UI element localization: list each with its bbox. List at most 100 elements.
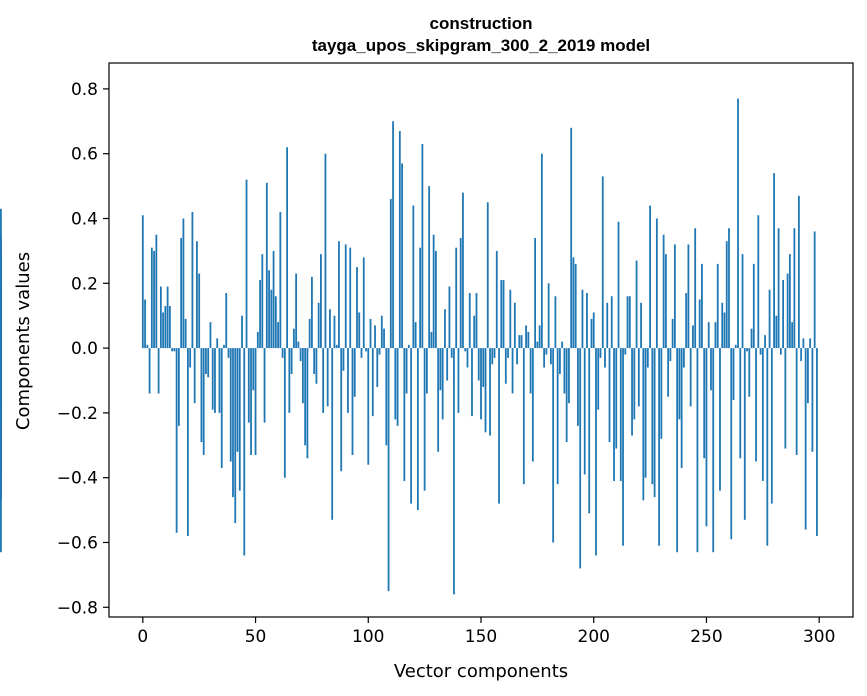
bar bbox=[270, 289, 273, 349]
bar bbox=[807, 348, 809, 404]
bar bbox=[263, 348, 266, 423]
bar bbox=[430, 331, 433, 349]
bar bbox=[214, 348, 216, 413]
bar bbox=[335, 344, 338, 349]
bar bbox=[495, 250, 498, 349]
bar bbox=[568, 348, 570, 404]
bar bbox=[710, 348, 712, 391]
bar bbox=[538, 325, 541, 349]
bar bbox=[707, 322, 710, 349]
bar bbox=[597, 348, 600, 410]
bar bbox=[631, 348, 633, 436]
y-tick-label: 0.8 bbox=[71, 80, 98, 100]
bar bbox=[716, 263, 719, 349]
bar bbox=[583, 348, 586, 475]
bar bbox=[272, 250, 275, 349]
bar bbox=[504, 348, 507, 384]
y-tick-label: 0.2 bbox=[71, 274, 98, 294]
bar bbox=[486, 202, 489, 349]
bar bbox=[775, 315, 778, 349]
bar bbox=[247, 348, 250, 423]
bar bbox=[295, 273, 298, 349]
bar bbox=[635, 260, 638, 349]
y-axis: 0.8 0.6 0.4 0.2 0.0 −0.2 −0.4 −0.6 −0.8 bbox=[57, 80, 109, 618]
bar bbox=[385, 348, 388, 446]
bar bbox=[685, 293, 688, 349]
bar bbox=[243, 348, 246, 556]
bar bbox=[493, 348, 496, 358]
bar bbox=[376, 348, 379, 387]
bar bbox=[150, 247, 153, 349]
bar bbox=[290, 348, 293, 375]
bar bbox=[673, 244, 676, 349]
bar bbox=[398, 131, 401, 349]
bar bbox=[281, 348, 284, 358]
bar bbox=[344, 244, 347, 349]
bar bbox=[734, 344, 737, 349]
bar bbox=[191, 212, 194, 349]
bar bbox=[297, 341, 300, 349]
bar bbox=[759, 348, 762, 355]
bar bbox=[714, 322, 717, 349]
bar bbox=[531, 348, 534, 462]
bar bbox=[676, 348, 679, 553]
bar bbox=[342, 348, 345, 371]
bar bbox=[811, 348, 814, 452]
bar bbox=[577, 348, 579, 426]
bar bbox=[432, 234, 435, 349]
bar bbox=[238, 348, 241, 491]
bar bbox=[694, 228, 697, 349]
bar bbox=[254, 348, 257, 456]
bar bbox=[746, 348, 748, 352]
bar bbox=[317, 302, 320, 349]
bar bbox=[520, 335, 523, 349]
x-tick-label: 0 bbox=[137, 627, 148, 647]
bar bbox=[797, 195, 800, 349]
bar bbox=[475, 293, 478, 349]
bar bbox=[331, 348, 334, 520]
bar bbox=[283, 348, 286, 478]
bar bbox=[795, 348, 798, 456]
bar bbox=[599, 348, 602, 358]
bar bbox=[153, 250, 155, 349]
bar bbox=[534, 237, 537, 349]
bar bbox=[349, 247, 352, 349]
bar bbox=[378, 348, 381, 355]
bar bbox=[198, 273, 201, 349]
bar bbox=[500, 280, 503, 349]
bar bbox=[545, 348, 548, 355]
bar bbox=[374, 325, 376, 349]
bar bbox=[516, 348, 518, 365]
bar bbox=[435, 250, 437, 349]
bar bbox=[473, 315, 476, 349]
bar bbox=[784, 348, 787, 449]
bar bbox=[245, 179, 248, 349]
bar bbox=[268, 270, 270, 349]
bar bbox=[662, 234, 665, 349]
bar bbox=[286, 147, 289, 349]
bar bbox=[144, 299, 146, 349]
bar bbox=[166, 286, 169, 349]
bar bbox=[608, 348, 611, 443]
bar bbox=[315, 348, 318, 384]
bar bbox=[698, 299, 701, 349]
bar bbox=[764, 335, 766, 349]
bar bbox=[766, 348, 769, 546]
bar bbox=[209, 322, 212, 349]
bar bbox=[667, 348, 670, 397]
bar bbox=[416, 348, 419, 511]
bar bbox=[755, 348, 757, 462]
bar bbox=[437, 348, 440, 452]
bar bbox=[407, 344, 410, 349]
bar bbox=[423, 348, 426, 491]
bar bbox=[347, 348, 349, 413]
bar bbox=[653, 348, 656, 498]
y-tick-label: 0.6 bbox=[71, 145, 98, 165]
bar bbox=[655, 218, 658, 349]
bar bbox=[791, 322, 794, 349]
bar bbox=[425, 348, 428, 394]
bar bbox=[651, 348, 654, 485]
bar bbox=[518, 335, 521, 349]
bar bbox=[802, 338, 805, 349]
